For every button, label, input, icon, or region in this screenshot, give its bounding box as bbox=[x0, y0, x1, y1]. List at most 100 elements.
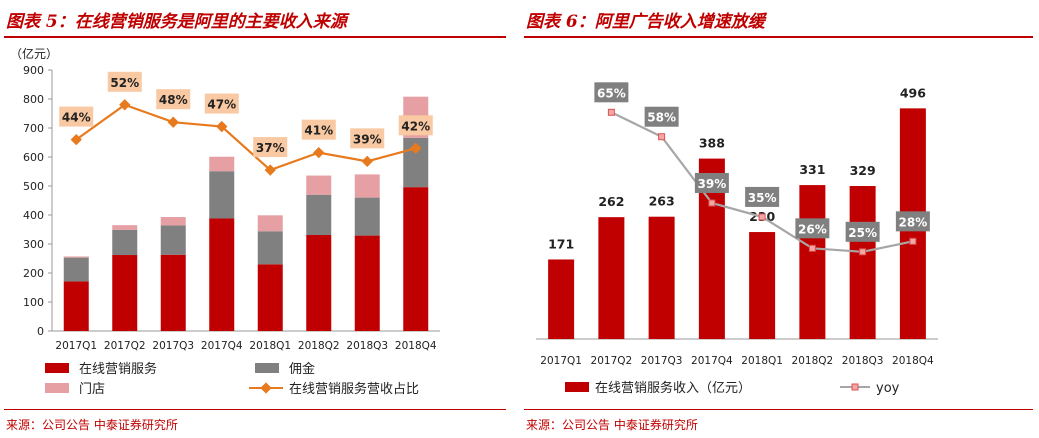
yoy-point bbox=[607, 108, 615, 116]
right-figure: 图表 6：阿里广告收入增速放缓 2017Q1 2017Q2 2017Q3 2017Q4… bbox=[520, 0, 1039, 438]
bar-segment bbox=[160, 217, 186, 226]
y-tick-label: 400 bbox=[23, 209, 44, 222]
yoy-label: 39% bbox=[698, 177, 727, 191]
source-rule bbox=[524, 409, 1033, 410]
bar-value-label: 388 bbox=[699, 136, 725, 151]
bar-segment bbox=[209, 218, 235, 331]
yoy-label-bg bbox=[745, 186, 780, 207]
share-label-bg bbox=[204, 93, 239, 114]
yoy-point bbox=[808, 244, 816, 252]
share-label-bg bbox=[350, 128, 385, 149]
legend-swatch bbox=[45, 383, 69, 393]
yoy-label-bg bbox=[845, 221, 880, 242]
share-point bbox=[313, 146, 325, 159]
y-tick-label: 600 bbox=[23, 151, 44, 164]
yoy-point bbox=[658, 133, 666, 141]
title-rule bbox=[524, 36, 1033, 38]
x-tick-label: 2018Q1 bbox=[741, 355, 783, 367]
bar bbox=[849, 186, 876, 339]
share-label: 41% bbox=[304, 124, 333, 138]
bar bbox=[799, 185, 826, 339]
y-tick-label: 500 bbox=[23, 180, 44, 193]
share-label-bg bbox=[301, 119, 336, 140]
yoy-point bbox=[708, 199, 716, 207]
bar-segment bbox=[403, 187, 429, 331]
source-note: 来源：公司公告 中泰证券研究所 bbox=[6, 418, 178, 432]
y-axis-label: （亿元） bbox=[10, 46, 58, 61]
bar-segment bbox=[257, 231, 283, 265]
bar bbox=[548, 259, 575, 339]
yoy-point bbox=[758, 213, 766, 221]
legend-label: yoy bbox=[876, 381, 900, 396]
bar-segment bbox=[354, 235, 380, 331]
yoy-label: 25% bbox=[848, 226, 877, 240]
y-tick-label: 0 bbox=[37, 325, 44, 338]
bar-value-label: 171 bbox=[548, 236, 574, 251]
bar-value-label: 331 bbox=[799, 162, 825, 177]
bar-segment bbox=[63, 257, 89, 282]
bar-segment bbox=[112, 229, 138, 256]
yoy-label-bg bbox=[694, 172, 729, 193]
bar-segment bbox=[354, 197, 380, 236]
share-line bbox=[75, 103, 417, 172]
y-tick-label: 700 bbox=[23, 122, 44, 135]
legend-label: 在线营销服务收入（亿元） bbox=[595, 380, 751, 396]
x-tick-label: 2017Q1 bbox=[540, 355, 582, 367]
share-label: 44% bbox=[62, 111, 91, 125]
x-tick-label: 2018Q2 bbox=[298, 340, 340, 352]
yoy-label: 58% bbox=[647, 111, 676, 125]
bar-segment bbox=[354, 174, 380, 198]
ad-revenue-growth-chart: 2017Q1 2017Q2 2017Q3 2017Q4 2018Q1 2018Q2 2018… bbox=[536, 82, 938, 396]
share-label: 39% bbox=[353, 132, 382, 146]
bar bbox=[598, 217, 625, 339]
revenue-mix-chart: （亿元） 0 100 200 300 400 500 600 700 800 900 2017Q1 20… bbox=[10, 46, 440, 397]
y-tick-label: 200 bbox=[23, 267, 44, 280]
x-tick-label: 2018Q4 bbox=[395, 340, 437, 352]
yoy-label-bg bbox=[895, 211, 930, 232]
x-tick-label: 2018Q3 bbox=[842, 355, 884, 367]
bar-value-label: 262 bbox=[598, 194, 624, 209]
yoy-point bbox=[859, 248, 867, 256]
yoy-label: 35% bbox=[748, 191, 777, 205]
bar-segment bbox=[209, 171, 235, 219]
legend-swatch bbox=[255, 363, 279, 373]
bar-segment bbox=[306, 235, 332, 331]
share-point bbox=[361, 155, 373, 168]
y-tick-label: 800 bbox=[23, 93, 44, 106]
x-tick-label: 2017Q3 bbox=[641, 355, 683, 367]
share-point bbox=[167, 116, 179, 128]
share-point bbox=[70, 133, 82, 146]
bar-segment bbox=[112, 225, 138, 230]
bar-value-label: 263 bbox=[649, 194, 675, 209]
x-tick-label: 2017Q2 bbox=[104, 340, 146, 352]
figure-title: 图表 6：阿里广告收入增速放缓 bbox=[526, 12, 765, 32]
y-tick-label: 100 bbox=[23, 296, 44, 309]
share-label: 37% bbox=[256, 141, 285, 155]
yoy-label: 26% bbox=[798, 222, 827, 236]
x-tick-label: 2018Q3 bbox=[346, 340, 388, 352]
x-tick-label: 2017Q2 bbox=[591, 355, 633, 367]
left-figure: 图表 5：在线营销服务是阿里的主要收入来源 （亿元） 0 100 200 300 400 5… bbox=[0, 0, 512, 438]
legend-label: 在线营销服务 bbox=[79, 361, 157, 377]
legend-label: 佣金 bbox=[289, 361, 315, 377]
share-point bbox=[119, 99, 131, 111]
bar-segment bbox=[306, 194, 332, 236]
yoy-label: 28% bbox=[899, 215, 928, 229]
share-label-bg bbox=[59, 106, 94, 127]
bar-segment bbox=[63, 256, 89, 258]
x-tick-label: 2018Q4 bbox=[892, 355, 934, 367]
legend-label: 门店 bbox=[79, 382, 105, 397]
x-tick-label: 2017Q3 bbox=[152, 340, 194, 352]
share-label: 48% bbox=[159, 93, 188, 107]
x-tick-label: 2017Q1 bbox=[55, 340, 97, 352]
source-rule bbox=[4, 409, 506, 410]
bar-value-label: 496 bbox=[900, 85, 926, 100]
bar bbox=[648, 216, 675, 339]
x-tick-label: 2018Q1 bbox=[249, 340, 291, 352]
bar-segment bbox=[209, 156, 235, 172]
title-rule bbox=[4, 36, 506, 38]
x-tick-label: 2018Q2 bbox=[792, 355, 834, 367]
bar-segment bbox=[257, 264, 283, 331]
yoy-point bbox=[909, 237, 917, 245]
bar-segment bbox=[160, 254, 186, 331]
